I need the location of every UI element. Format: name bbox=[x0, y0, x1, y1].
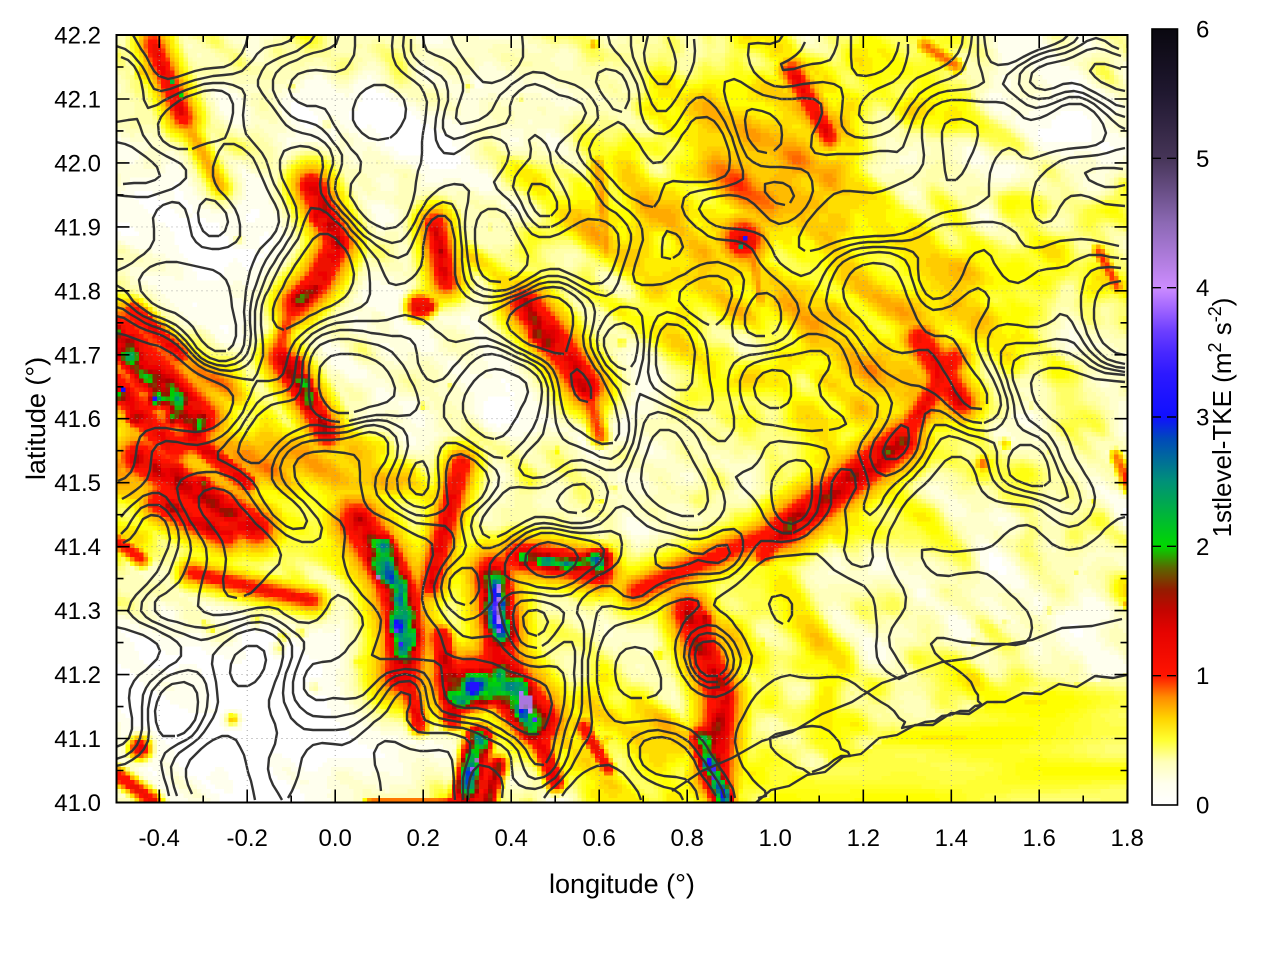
svg-text:1.2: 1.2 bbox=[847, 825, 880, 852]
svg-text:5: 5 bbox=[1196, 146, 1209, 173]
svg-text:1.4: 1.4 bbox=[935, 825, 968, 852]
svg-text:41.1: 41.1 bbox=[54, 726, 101, 753]
svg-text:41.9: 41.9 bbox=[54, 214, 101, 241]
svg-text:longitude (°): longitude (°) bbox=[549, 869, 695, 899]
svg-text:-0.2: -0.2 bbox=[227, 825, 268, 852]
svg-text:1.0: 1.0 bbox=[759, 825, 792, 852]
svg-text:0.8: 0.8 bbox=[671, 825, 704, 852]
svg-text:41.0: 41.0 bbox=[54, 790, 101, 817]
svg-text:41.3: 41.3 bbox=[54, 598, 101, 625]
svg-text:0.2: 0.2 bbox=[407, 825, 440, 852]
svg-text:6: 6 bbox=[1196, 17, 1209, 44]
svg-text:1stlevel-TKE (m2 s-2): 1stlevel-TKE (m2 s-2) bbox=[1205, 298, 1237, 538]
svg-text:41.4: 41.4 bbox=[54, 534, 101, 561]
svg-text:1: 1 bbox=[1196, 663, 1209, 690]
svg-text:42.1: 42.1 bbox=[54, 87, 101, 114]
svg-text:41.7: 41.7 bbox=[54, 342, 101, 369]
svg-text:42.2: 42.2 bbox=[54, 23, 101, 50]
svg-text:latitude (°): latitude (°) bbox=[21, 357, 51, 480]
svg-text:1.8: 1.8 bbox=[1111, 825, 1144, 852]
svg-text:42.0: 42.0 bbox=[54, 150, 101, 177]
svg-text:41.2: 41.2 bbox=[54, 662, 101, 689]
svg-text:0.4: 0.4 bbox=[495, 825, 528, 852]
svg-text:41.5: 41.5 bbox=[54, 470, 101, 497]
svg-text:2: 2 bbox=[1196, 534, 1209, 561]
svg-text:41.8: 41.8 bbox=[54, 278, 101, 305]
svg-text:1.6: 1.6 bbox=[1023, 825, 1056, 852]
svg-text:0.0: 0.0 bbox=[319, 825, 352, 852]
svg-text:0.6: 0.6 bbox=[583, 825, 616, 852]
svg-text:41.6: 41.6 bbox=[54, 406, 101, 433]
svg-text:-0.4: -0.4 bbox=[139, 825, 180, 852]
svg-text:3: 3 bbox=[1196, 405, 1209, 432]
svg-text:0: 0 bbox=[1196, 793, 1209, 820]
svg-text:4: 4 bbox=[1196, 275, 1209, 302]
